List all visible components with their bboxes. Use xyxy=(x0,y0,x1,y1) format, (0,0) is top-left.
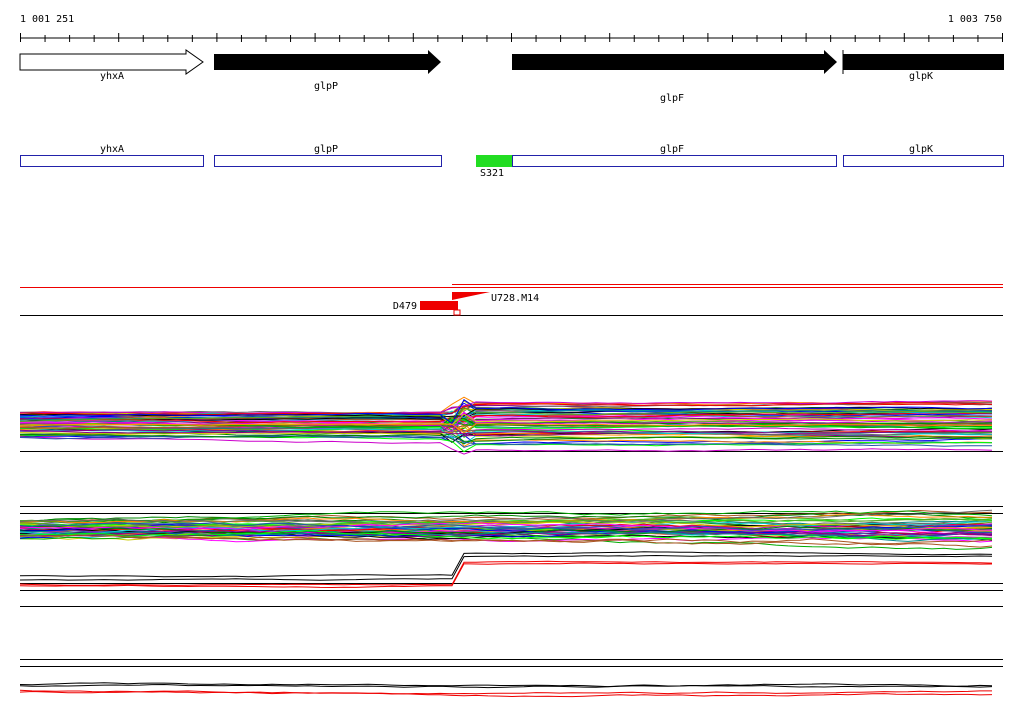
profile-line xyxy=(19,529,993,538)
promoter-label: S321 xyxy=(480,168,504,179)
profile-line xyxy=(19,433,993,448)
gene-label: glpP xyxy=(314,81,338,92)
profile-line xyxy=(19,530,992,542)
profile-line xyxy=(19,554,993,581)
profile-line xyxy=(19,518,993,529)
profile-line xyxy=(19,433,993,442)
profile-line xyxy=(19,562,993,589)
profile-line xyxy=(19,510,993,523)
profile-line xyxy=(19,683,993,689)
ruler-end: 1 003 750 xyxy=(948,14,1002,25)
profile-line xyxy=(19,690,992,695)
profile-line xyxy=(19,413,993,426)
profile-line xyxy=(19,551,993,578)
profile-line xyxy=(19,407,993,422)
profile-line xyxy=(19,525,993,534)
gene-label: glpF xyxy=(660,93,684,104)
gene-arrow xyxy=(214,50,441,74)
profile-line xyxy=(19,423,993,434)
transcript-box xyxy=(20,155,204,167)
upshift-mark xyxy=(452,292,490,300)
downshift-label: D479 xyxy=(393,301,417,312)
transcript-box xyxy=(214,155,442,167)
transcript-label: glpP xyxy=(314,144,338,155)
profile-line xyxy=(19,509,993,523)
transcript-label: yhxA xyxy=(100,144,124,155)
profile-line xyxy=(19,412,993,424)
transcript-label: glpK xyxy=(909,144,933,155)
expression-profiles xyxy=(19,396,993,698)
profile-line xyxy=(19,415,993,426)
profile-line xyxy=(19,429,993,435)
upshift-label: U728.M14 xyxy=(491,293,539,304)
profile-line xyxy=(19,426,993,436)
ruler-start: 1 001 251 xyxy=(20,14,74,25)
promoter-box xyxy=(476,155,512,167)
profile-line xyxy=(19,424,993,439)
profile-line xyxy=(19,400,993,415)
profile-line xyxy=(19,436,993,455)
ruler: 1 001 251 1 003 750 xyxy=(20,14,1003,42)
profile-line xyxy=(19,521,993,533)
gene-label: yhxA xyxy=(100,71,124,82)
profile-line xyxy=(19,534,993,548)
profile-line xyxy=(19,689,993,698)
profile-line xyxy=(19,402,993,416)
gene-arrow xyxy=(19,49,204,75)
profile-line xyxy=(19,516,993,526)
downshift-mark xyxy=(420,301,458,310)
transcript-box xyxy=(843,155,1004,167)
profile-line xyxy=(19,522,993,531)
profile-line xyxy=(19,560,993,586)
transcript-box xyxy=(512,155,837,167)
profile-line xyxy=(19,525,993,539)
gene-arrow xyxy=(843,54,1004,70)
profile-line xyxy=(19,529,993,540)
profile-line xyxy=(19,399,993,425)
transcript-label: glpF xyxy=(660,144,684,155)
gene-arrow xyxy=(512,50,837,74)
gene-label: glpK xyxy=(909,71,933,82)
profile-line xyxy=(19,682,993,688)
downshift-tick xyxy=(453,309,461,316)
